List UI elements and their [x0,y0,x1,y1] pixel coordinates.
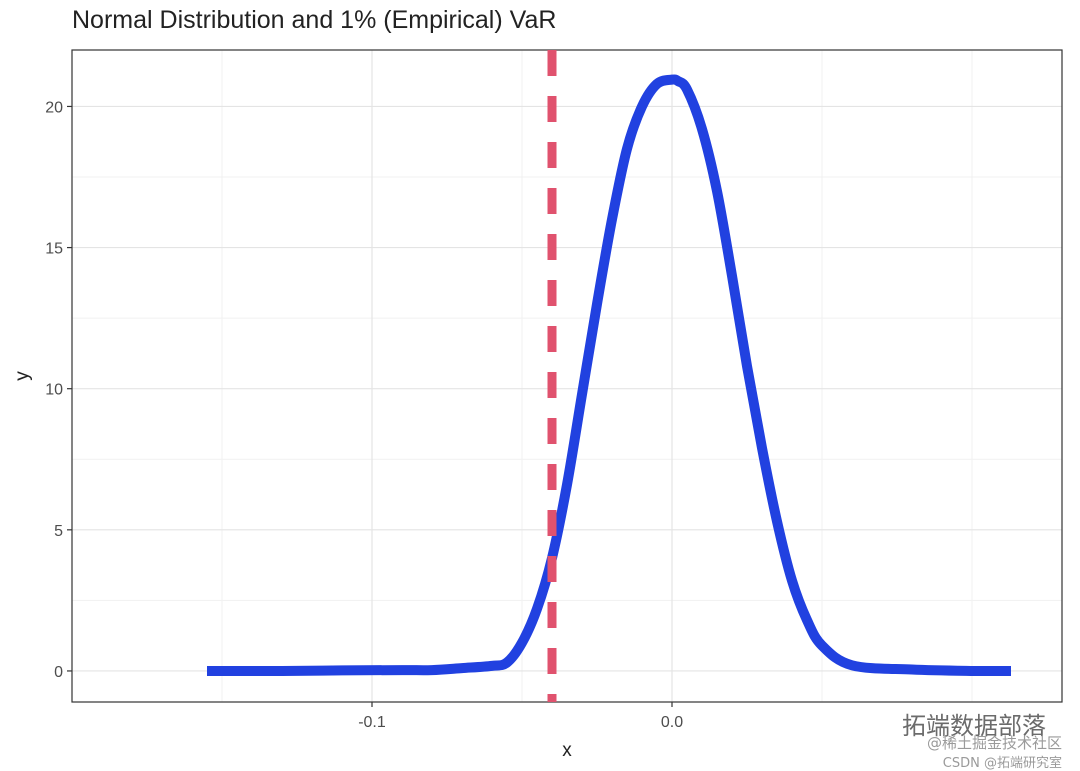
watermark-brand: 拓端数据部落 [902,712,1046,740]
y-tick-label: 0 [54,664,63,681]
y-tick-label: 20 [45,99,63,116]
grid-lines [72,50,1062,702]
x-tick-label: -0.1 [358,714,386,731]
density-series [206,74,1012,677]
chart-title: Normal Distribution and 1% (Empirical) V… [72,6,557,34]
x-axis-label: x [562,740,572,761]
y-tick-label: 15 [45,241,63,258]
y-axis-ticks: 0 5 10 15 20 [45,99,72,681]
watermark-community: @稀土掘金技术社区 [926,734,1062,752]
x-axis-ticks: -0.1 0.0 [358,702,683,731]
watermark-csdn: CSDN @拓端研究室 [942,756,1062,771]
y-axis-label: y [12,371,33,381]
x-tick-label: 0.0 [661,714,683,731]
density-curve [206,74,1012,677]
y-tick-label: 5 [54,523,63,540]
plot-panel-border [71,49,1063,703]
y-tick-label: 10 [45,382,63,399]
